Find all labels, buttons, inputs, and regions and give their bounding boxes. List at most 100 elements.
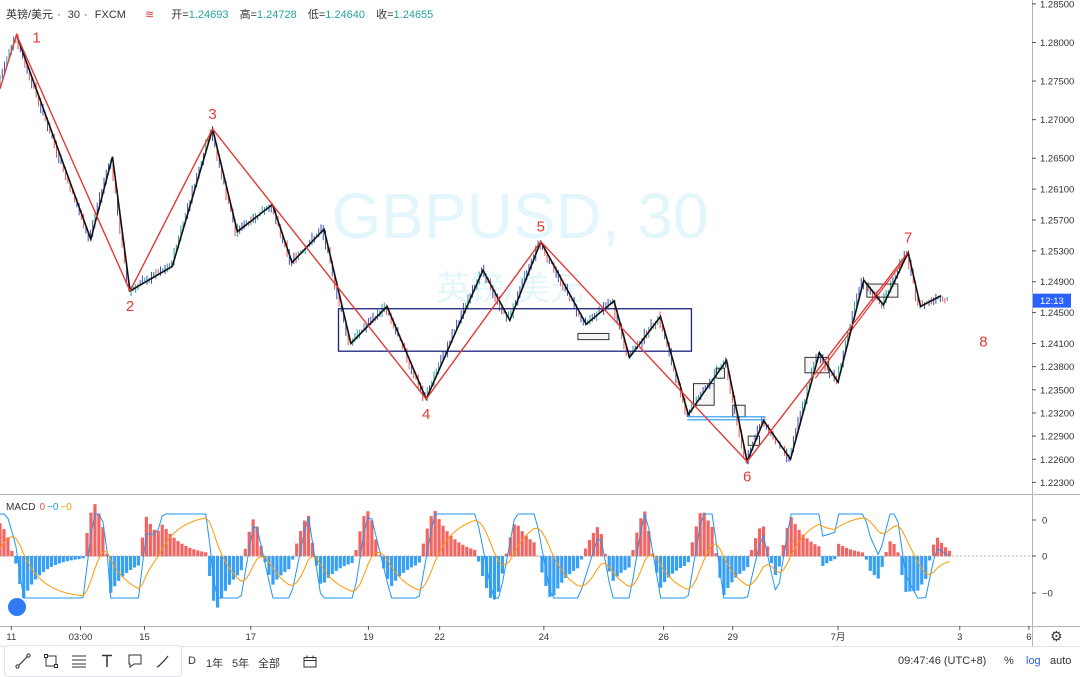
macd-histogram-bar [314,556,319,566]
range-1d[interactable]: D [188,655,196,667]
macd-histogram-bar [663,556,667,583]
macd-histogram-bar [817,546,821,557]
macd-histogram-bar [93,504,97,557]
percent-scale-toggle[interactable]: % [1004,655,1014,667]
symbol-name: 英镑/美元 [6,9,54,21]
macd-histogram-bar [152,529,156,557]
fib-tool-icon[interactable] [65,649,93,673]
close-label: 收= [376,9,394,21]
macd-histogram-bar [864,556,868,560]
auto-scale-toggle[interactable]: auto [1050,655,1072,667]
macd-histogram-bar [781,545,785,557]
wave-zigzag-line [0,32,909,463]
time-tick-label: 3 [957,632,962,643]
date-range-icon[interactable] [303,655,317,671]
price-tick-label: 1.24900 [1040,277,1074,288]
macd-histogram-bar [659,556,663,588]
macd-histogram-bar [516,525,520,557]
macd-histogram-bar [900,556,904,575]
macd-histogram-bar [469,548,473,557]
macd-histogram-bar [287,556,291,570]
wave-labels: 1 2 3 4 5 6 7 8 [32,30,987,486]
macd-histogram-bar [935,537,940,557]
macd-histogram-bar [358,531,362,557]
wave-label-3: 3 [208,106,216,123]
macd-histogram-bar [342,556,346,567]
time-tick-label: 6 [1026,632,1031,643]
macd-histogram-bar [805,538,809,557]
macd-histogram-bar [132,556,137,568]
macd-histogram-bar [477,556,481,562]
macd-histogram-bar [219,556,224,599]
macd-histogram-bar [30,556,34,585]
open-value: 1.24693 [188,9,229,21]
log-scale-toggle[interactable]: log [1026,655,1041,667]
macd-histogram-bar [868,556,872,571]
price-tick-label: 1.27000 [1040,115,1074,126]
macd-histogram-bar [251,519,255,557]
macd-histogram-bar [484,556,489,589]
text-tool-icon[interactable] [93,649,121,673]
macd-histogram-bar [765,546,770,557]
macd-histogram-bar [572,556,576,571]
macd-histogram-bar [168,533,172,557]
macd-histogram-bar [943,547,948,557]
macd-histogram-bar [884,552,888,557]
macd-histogram-bar [53,556,57,566]
macd-histogram-bar [291,556,295,560]
consolidation-boxes [337,254,909,446]
macd-histogram-bar [496,556,501,592]
macd-histogram-bar [192,549,196,557]
macd-histogram-bar [374,539,378,557]
macd-histogram-bar [437,519,441,557]
range-5y[interactable]: 5年 [232,658,250,670]
macd-histogram-bar [121,556,125,577]
range-all[interactable]: 全部 [258,658,280,670]
macd-histogram-bar [243,548,247,557]
trend-line-upper [814,254,909,379]
macd-histogram-bar [401,556,406,573]
macd-histogram-bar [848,549,853,557]
macd-histogram-bar [481,556,485,577]
macd-histogram-bar [473,549,477,557]
macd-histogram-bar [710,526,714,557]
macd-histogram-bar [346,556,350,565]
price-tick-label: 1.25300 [1040,246,1074,257]
macd-histogram-bar [916,556,920,591]
gear-icon[interactable]: ⚙ [1050,628,1063,644]
macd-histogram-bar [461,544,465,557]
low-label: 低= [307,9,326,21]
macd-histogram-bar [789,517,793,557]
macd-histogram-bar [6,537,10,557]
macd-histogram-bar [26,556,30,591]
macd-histogram-bar [785,527,789,557]
trend-line-tool-icon[interactable] [9,649,37,673]
macd-histogram-bar [777,556,781,567]
macd-histogram-bar [809,541,813,557]
macd-histogram-bar [773,556,777,575]
compare-icon[interactable]: ≋ [145,9,155,21]
macd-line [0,513,950,599]
macd-histogram-bar [912,556,916,592]
macd-histogram-bar [841,546,845,557]
macd-histogram-bar [726,556,730,588]
macd-histogram-bar [239,556,243,571]
rectangle-tool-icon[interactable] [37,649,65,673]
macd-histogram-bar [591,532,595,557]
open-label: 开= [171,9,189,21]
macd-histogram-bar [761,526,766,557]
macd-histogram-bar [113,556,117,587]
range-1y[interactable]: 1年 [206,658,224,670]
wave-label-6: 6 [743,469,751,486]
macd-histogram-bar [259,545,263,557]
macd-histogram-bar [378,555,382,557]
price-tick-label: 1.22600 [1040,455,1074,466]
time-tick-label: 17 [245,632,256,643]
watermark-name: 英镑/美元 [436,269,583,309]
price-tick-label: 1.24100 [1040,339,1074,350]
callout-tool-icon[interactable] [121,649,149,673]
macd-histogram-bar [746,556,750,568]
brush-tool-icon[interactable] [149,649,177,673]
macd-histogram-bar [397,556,402,577]
